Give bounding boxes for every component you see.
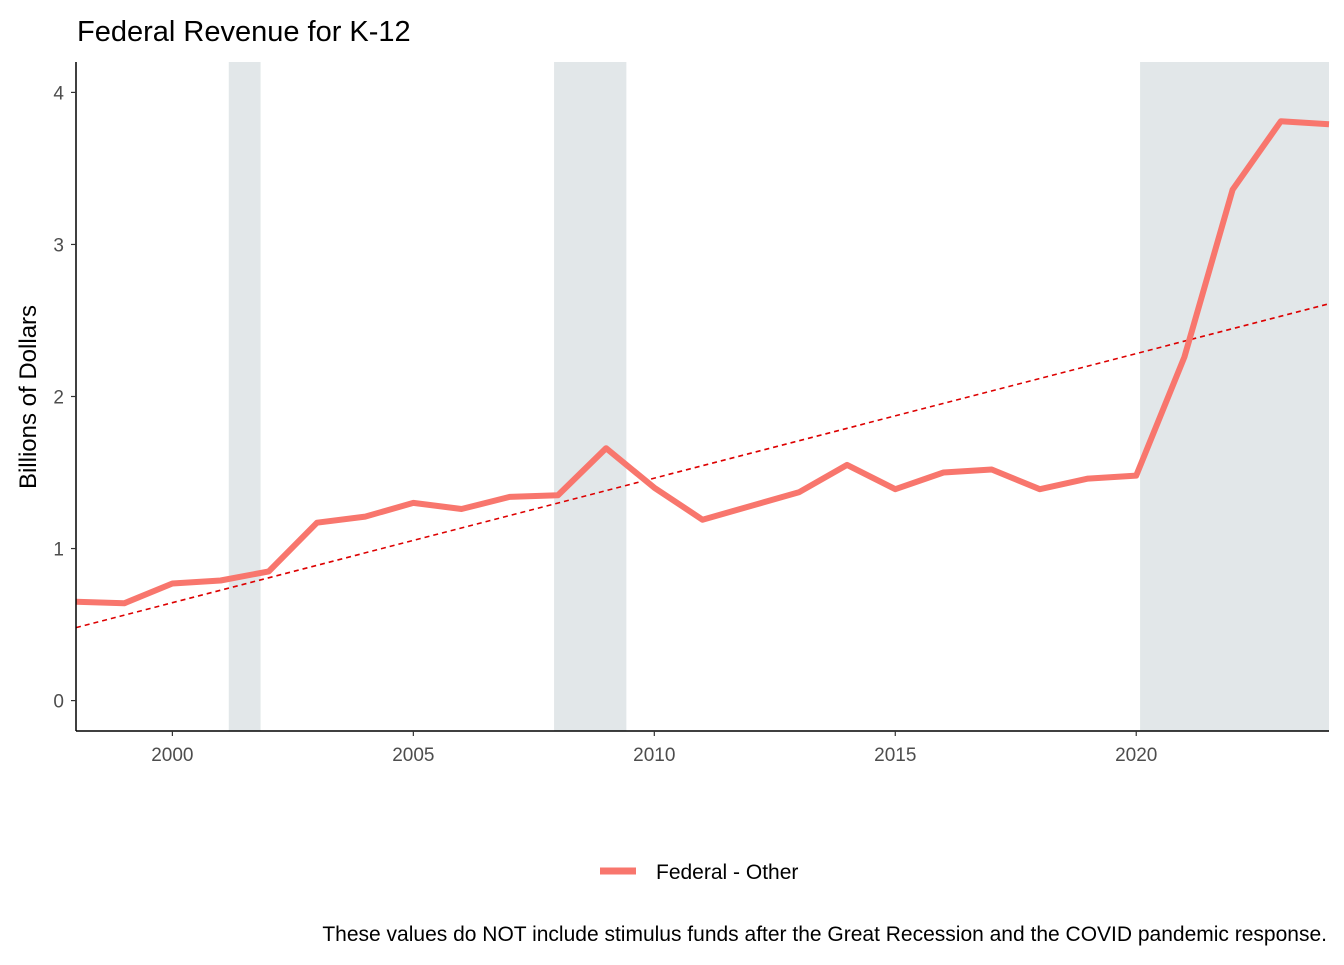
x-tick-label-2015: 2015 — [874, 745, 916, 766]
y-axis-title: Billions of Dollars — [15, 305, 42, 489]
y-tick-label-2: 2 — [53, 388, 64, 409]
x-tick-label-2010: 2010 — [633, 745, 675, 766]
y-tick-label-4: 4 — [53, 83, 64, 104]
recession-band-1 — [229, 62, 261, 731]
chart-caption: These values do NOT include stimulus fun… — [322, 923, 1327, 946]
y-tick-label-3: 3 — [53, 235, 64, 256]
legend-label: Federal - Other — [656, 861, 798, 884]
chart-title: Federal Revenue for K-12 — [77, 16, 411, 48]
y-tick-label-1: 1 — [53, 540, 64, 561]
recession-band-2 — [554, 62, 626, 731]
x-tick-label-2000: 2000 — [151, 745, 193, 766]
x-tick-label-2005: 2005 — [392, 745, 434, 766]
legend: Federal - Other — [600, 861, 798, 884]
recession-shading — [229, 62, 1329, 731]
y-tick-label-0: 0 — [53, 692, 64, 713]
x-tick-label-2020: 2020 — [1115, 745, 1157, 766]
